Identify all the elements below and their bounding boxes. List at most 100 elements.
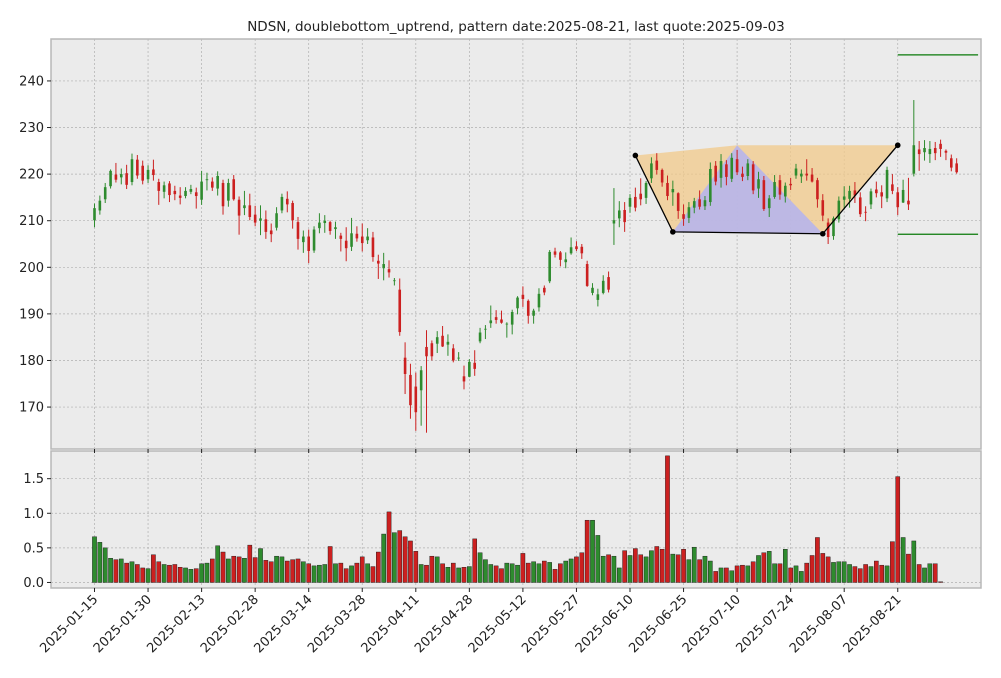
volume-bar	[691, 546, 697, 583]
volume-bar	[102, 547, 108, 583]
volume-bar	[906, 553, 911, 583]
volume-bar	[504, 562, 510, 583]
candle-body	[682, 214, 685, 219]
candle-body	[939, 143, 942, 149]
candle-body	[575, 246, 578, 250]
level-lines	[897, 54, 979, 235]
volume-bar	[472, 538, 478, 583]
candle-body	[152, 169, 155, 176]
candle-body	[762, 180, 766, 210]
candle-body	[751, 164, 755, 191]
candle-body	[468, 361, 471, 377]
candle-body	[484, 328, 487, 330]
volume-bar	[847, 564, 852, 583]
volume-bar	[761, 552, 767, 583]
candle-body	[398, 289, 402, 333]
volume-bar	[242, 558, 247, 583]
candle-body	[435, 337, 439, 344]
candle-body	[746, 163, 750, 176]
volume-bar	[327, 546, 333, 583]
price-tick-label: 220	[19, 168, 44, 183]
price-tick-label: 200	[19, 261, 44, 276]
candle-body	[858, 197, 862, 215]
candle-body	[714, 165, 717, 182]
candle-body	[194, 192, 198, 197]
candle-body	[425, 346, 428, 357]
candle-body	[253, 214, 257, 223]
candle-body	[360, 236, 364, 244]
volume-bar	[220, 551, 226, 583]
volume-bar	[515, 564, 520, 583]
candle-body	[200, 181, 203, 200]
volume-bar	[450, 562, 456, 583]
volume-bar	[359, 556, 365, 583]
candles	[93, 100, 958, 433]
candle-body	[125, 173, 128, 185]
volume-bar	[343, 568, 349, 583]
candle-body	[237, 199, 241, 216]
volume-bar	[279, 556, 285, 583]
candle-body	[296, 222, 300, 239]
candle-body	[526, 300, 530, 316]
volume-bar	[301, 561, 306, 583]
volume-bar	[317, 564, 322, 583]
candle-body	[628, 197, 632, 207]
price-tick-label: 210	[19, 214, 44, 229]
candle-body	[414, 386, 418, 413]
candle-body	[221, 182, 225, 207]
volume-bar	[488, 564, 494, 583]
candle-body	[393, 280, 396, 282]
volume-bar	[118, 558, 124, 583]
volume-bar	[638, 554, 644, 583]
volume-bar	[574, 556, 579, 583]
candle-body	[419, 370, 423, 391]
candle-body	[880, 192, 883, 197]
candle-body	[741, 173, 744, 177]
volume-bar	[156, 561, 162, 583]
candle-body	[216, 175, 219, 189]
candle-body	[639, 193, 643, 200]
volume-bar	[724, 567, 729, 583]
volume-bar	[263, 560, 269, 583]
volume-bar	[322, 564, 328, 583]
volume-bar	[852, 566, 858, 583]
candle-body	[826, 222, 830, 238]
volume-bar	[857, 568, 863, 583]
volume-bar	[456, 567, 461, 583]
candle-body	[687, 207, 691, 218]
candle-body	[692, 201, 696, 208]
volume-bar	[418, 564, 424, 583]
volume-bar	[788, 567, 793, 583]
volume-bar	[766, 551, 772, 583]
candle-body	[580, 246, 584, 254]
candle-body	[173, 190, 177, 195]
candle-body	[912, 145, 916, 174]
candle-body	[387, 269, 391, 273]
volume-bar	[440, 563, 445, 583]
volume-bar	[750, 561, 756, 583]
volume-bar	[258, 548, 263, 583]
volume-bar	[558, 563, 563, 583]
volume-bar	[820, 553, 826, 583]
candle-body	[783, 185, 787, 197]
volume-bar	[927, 563, 933, 583]
price-tick-label: 180	[19, 354, 44, 369]
volume-bar	[568, 558, 574, 583]
candle-body	[285, 198, 289, 205]
candle-body	[269, 230, 273, 235]
candle-body	[875, 189, 878, 194]
candle-body	[248, 205, 252, 217]
candle-body	[355, 233, 359, 239]
volume-bar	[659, 549, 665, 583]
candle-body	[832, 218, 835, 237]
volume-bar	[868, 566, 874, 583]
volume-bar	[311, 565, 317, 583]
volume-bar	[376, 551, 381, 583]
volume-bar	[129, 561, 135, 583]
volume-bar	[226, 558, 231, 583]
volume-bar	[467, 566, 472, 583]
candle-body	[917, 149, 921, 155]
volume-bar	[718, 567, 724, 583]
volume-bar	[392, 532, 397, 583]
candle-body	[709, 168, 712, 203]
